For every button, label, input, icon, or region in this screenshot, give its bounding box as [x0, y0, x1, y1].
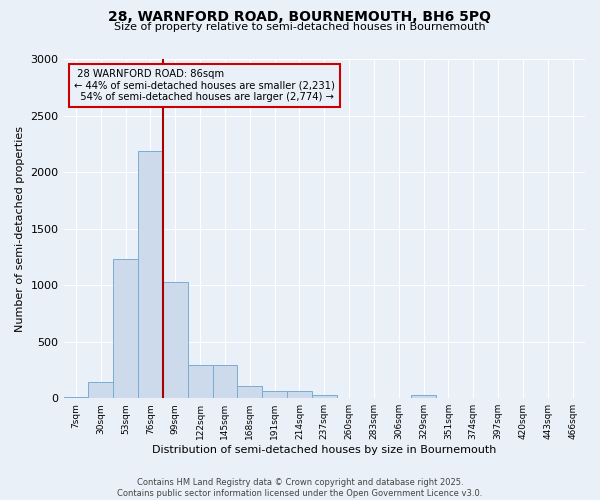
Bar — [138, 150, 163, 398]
Bar — [238, 386, 262, 398]
Bar — [188, 365, 212, 398]
Bar — [411, 395, 436, 398]
Text: Size of property relative to semi-detached houses in Bournemouth: Size of property relative to semi-detach… — [114, 22, 486, 32]
X-axis label: Distribution of semi-detached houses by size in Bournemouth: Distribution of semi-detached houses by … — [152, 445, 496, 455]
Bar — [64, 396, 88, 398]
Text: 28 WARNFORD ROAD: 86sqm
← 44% of semi-detached houses are smaller (2,231)
  54% : 28 WARNFORD ROAD: 86sqm ← 44% of semi-de… — [74, 69, 335, 102]
Bar — [287, 392, 312, 398]
Bar — [163, 282, 188, 398]
Text: Contains HM Land Registry data © Crown copyright and database right 2025.
Contai: Contains HM Land Registry data © Crown c… — [118, 478, 482, 498]
Y-axis label: Number of semi-detached properties: Number of semi-detached properties — [15, 126, 25, 332]
Bar — [262, 392, 287, 398]
Text: 28, WARNFORD ROAD, BOURNEMOUTH, BH6 5PQ: 28, WARNFORD ROAD, BOURNEMOUTH, BH6 5PQ — [109, 10, 491, 24]
Bar — [113, 259, 138, 398]
Bar — [212, 365, 238, 398]
Bar — [88, 382, 113, 398]
Bar — [312, 395, 337, 398]
